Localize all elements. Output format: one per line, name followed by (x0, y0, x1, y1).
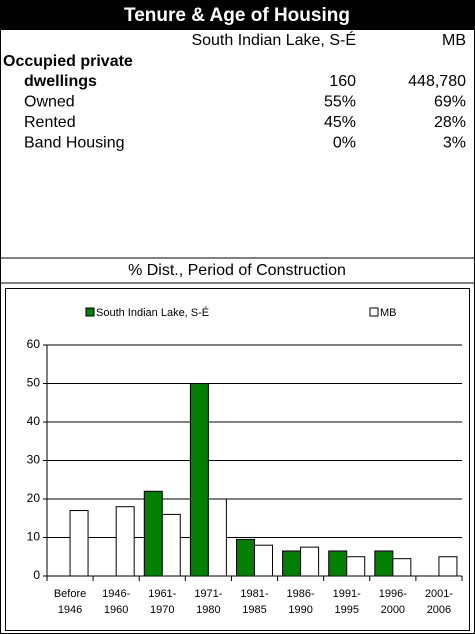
y-tick-label: 20 (27, 491, 41, 505)
cell: 448,780 (408, 73, 466, 90)
y-tick-label: 40 (27, 414, 41, 428)
x-tick-label: 1991- (333, 588, 361, 600)
cell: 69% (434, 94, 466, 111)
row-label: Band Housing (24, 135, 125, 152)
bar (207, 498, 227, 577)
legend-swatch (85, 307, 95, 317)
y-tick-label: 60 (27, 337, 41, 351)
x-tick-label: 2001- (425, 588, 453, 600)
bar (282, 550, 302, 577)
title-bar (0, 0, 475, 30)
cell: 0% (333, 135, 356, 152)
y-tick-label: 50 (27, 376, 41, 390)
x-tick-label: 1961- (148, 588, 176, 600)
bar (346, 556, 366, 577)
bar (328, 550, 348, 577)
row-label: Owned (24, 94, 75, 111)
row-heading: Occupied private (3, 53, 133, 70)
x-tick-label: Before (54, 588, 86, 600)
x-tick-label: 1946 (58, 604, 82, 616)
legend-swatch (369, 307, 379, 317)
column-header: MB (442, 32, 466, 49)
y-tick-label: 0 (33, 568, 40, 582)
x-tick-label: 1981- (240, 588, 268, 600)
bar (115, 506, 135, 577)
row-label: dwellings (24, 73, 97, 90)
legend-label: South Indian Lake, S-É (96, 306, 209, 319)
legend-label: MB (380, 307, 397, 319)
row-label: Rented (24, 114, 76, 131)
x-tick-label: 1990 (288, 604, 312, 616)
bar (438, 556, 458, 577)
cell: 45% (324, 114, 356, 131)
x-tick-label: 1970 (150, 604, 174, 616)
bar (300, 546, 320, 577)
y-tick-label: 30 (27, 453, 41, 467)
x-tick-label: 1971- (194, 588, 222, 600)
bar (374, 550, 394, 577)
x-tick-label: 1960 (104, 604, 128, 616)
cell: 28% (434, 114, 466, 131)
bar (161, 513, 181, 577)
x-tick-label: 1985 (242, 604, 266, 616)
column-header: South Indian Lake, S-É (191, 30, 356, 49)
chart-border (5, 288, 470, 631)
bar (189, 383, 209, 577)
x-tick-label: 2000 (381, 604, 405, 616)
x-tick-label: 1995 (334, 604, 358, 616)
bar (254, 544, 273, 577)
cell: 55% (324, 94, 356, 111)
bar (236, 538, 255, 577)
x-tick-label: 1986- (287, 588, 315, 600)
chart-title: % Dist., Period of Construction (128, 262, 346, 279)
x-tick-label: 1980 (196, 604, 220, 616)
x-tick-label: 1946- (102, 588, 130, 600)
y-tick-label: 10 (27, 530, 41, 544)
cell: 160 (329, 73, 356, 90)
title: Tenure & Age of Housing (124, 5, 350, 26)
x-tick-label: 1996- (379, 588, 407, 600)
bar (69, 510, 89, 577)
bar (143, 490, 163, 577)
cell: 3% (443, 135, 466, 152)
x-tick-label: 2006 (427, 604, 451, 616)
bar (392, 558, 412, 577)
